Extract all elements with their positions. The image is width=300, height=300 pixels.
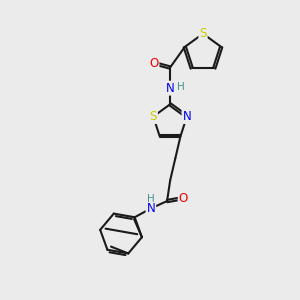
Text: N: N: [182, 110, 191, 123]
Text: S: S: [199, 27, 207, 40]
Text: O: O: [149, 57, 158, 70]
Text: S: S: [150, 110, 157, 123]
Text: N: N: [146, 202, 155, 215]
Text: N: N: [166, 82, 175, 94]
Text: H: H: [147, 194, 155, 204]
Text: H: H: [176, 82, 184, 92]
Text: O: O: [178, 192, 188, 205]
